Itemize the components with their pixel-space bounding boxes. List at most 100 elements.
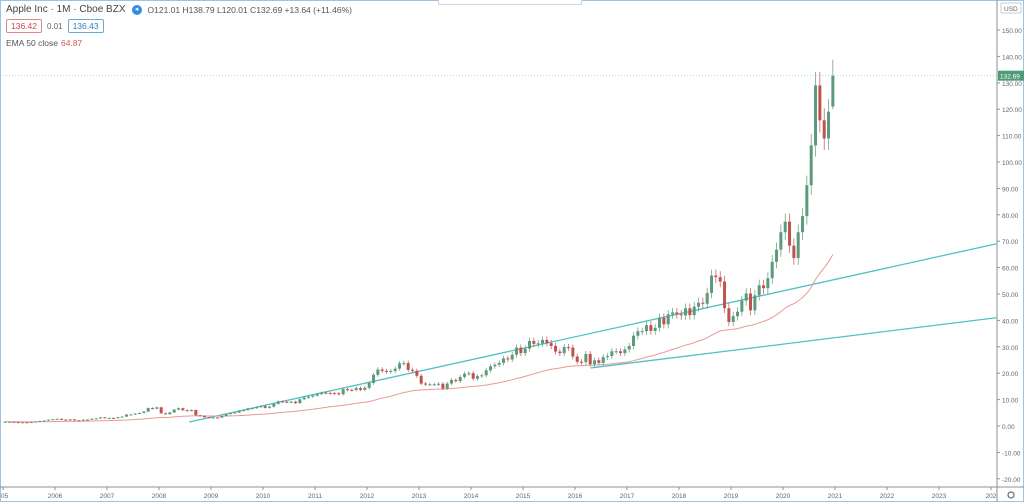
candle-body — [268, 406, 272, 408]
candle-body — [679, 314, 683, 316]
exchange-logo-icon: ◂ — [131, 4, 142, 15]
candle-body — [580, 361, 584, 363]
candle-body — [320, 392, 324, 395]
candle-body — [29, 421, 33, 423]
candle-body — [281, 401, 285, 403]
sell-button[interactable]: 136.42 — [6, 19, 42, 33]
candle-body — [34, 421, 38, 423]
x-tick-label: 2012 — [360, 493, 375, 500]
x-tick-label: 2017 — [620, 493, 635, 500]
candle-body — [246, 408, 250, 411]
candle-body — [714, 275, 718, 278]
candle-body — [172, 409, 176, 413]
candle-body — [723, 281, 727, 309]
candle-body — [636, 331, 640, 336]
x-tick-label: 2010 — [256, 493, 271, 500]
settings-gear-icon[interactable] — [1007, 491, 1015, 499]
candle-body — [159, 407, 163, 414]
candle-body — [337, 393, 341, 395]
candle-body — [411, 369, 415, 371]
candle-body — [528, 340, 532, 349]
candle-body — [441, 383, 445, 389]
candle-body — [372, 374, 376, 383]
candle-body — [783, 221, 787, 233]
candle-body — [697, 302, 701, 307]
candle-body — [684, 308, 688, 316]
candle-body — [363, 387, 367, 390]
x-tick-label: 2008 — [152, 493, 167, 500]
candle-body — [476, 376, 480, 379]
candle-body — [549, 343, 553, 347]
candle-body — [133, 413, 137, 415]
x-tick-label: 2019 — [724, 493, 739, 500]
candle-body — [21, 422, 25, 424]
candle-body — [666, 314, 670, 325]
candle-body — [302, 397, 306, 400]
candle-body — [73, 419, 77, 421]
candle-body — [51, 419, 55, 421]
ohlc-values: O121.01 H138.79 L120.01 C132.69 +13.64 (… — [147, 4, 352, 15]
candle-body — [155, 407, 159, 409]
symbol-title[interactable]: Apple Inc · 1M · Cboe BZX — [6, 4, 126, 15]
candle-body — [701, 302, 705, 304]
candle-body — [60, 418, 64, 420]
candle-body — [809, 145, 813, 186]
candle-body — [623, 349, 627, 354]
candle-body — [112, 417, 116, 419]
candle-body — [86, 419, 90, 421]
x-tick-label: 202 — [986, 493, 997, 500]
candle-body — [272, 403, 276, 407]
candle-body — [506, 358, 510, 360]
candle-body — [467, 373, 471, 375]
x-tick-label: 2022 — [880, 493, 895, 500]
candle-body — [47, 419, 51, 421]
candle-body — [822, 120, 826, 139]
candle-body — [601, 357, 605, 363]
candle-body — [450, 380, 454, 384]
candle-body — [718, 277, 722, 282]
trendline — [590, 317, 997, 369]
candle-body — [346, 389, 350, 391]
candle-body — [311, 395, 315, 397]
y-tick-label: 90.00 — [1002, 186, 1019, 193]
candle-body — [471, 373, 475, 379]
candle-body — [185, 410, 189, 412]
candle-body — [90, 418, 94, 420]
candle-body — [380, 369, 384, 371]
candle-body — [289, 401, 293, 403]
candle-body — [567, 347, 571, 349]
candle-body — [220, 416, 224, 418]
candle-body — [398, 363, 402, 369]
candle-body — [129, 414, 133, 416]
candle-body — [406, 363, 410, 370]
x-tick-label: 2018 — [672, 493, 687, 500]
candle-body — [749, 293, 753, 311]
candle-body — [671, 312, 675, 315]
candle-body — [510, 354, 514, 360]
candle-body — [653, 327, 657, 331]
candle-body — [142, 411, 146, 413]
candle-body — [744, 293, 748, 301]
top-toolbar-tab[interactable] — [438, 0, 582, 5]
candle-body — [753, 295, 757, 311]
candle-body — [584, 353, 588, 363]
y-tick-label: 60.00 — [1002, 266, 1019, 273]
candle-body — [94, 418, 98, 420]
y-tick-label: 140.00 — [1002, 54, 1022, 61]
candle-body — [788, 221, 792, 246]
trendline — [189, 243, 997, 423]
candle-body — [775, 249, 779, 262]
ema-legend[interactable]: EMA 50 close 64.87 — [6, 38, 352, 48]
currency-label: USD — [1004, 6, 1018, 13]
candle-body — [224, 414, 228, 417]
candle-body — [237, 410, 241, 413]
ema-label: EMA 50 close — [6, 38, 58, 48]
candle-body — [328, 393, 332, 395]
candle-body — [493, 364, 497, 367]
buy-button[interactable]: 136.43 — [67, 19, 104, 33]
candle-body — [125, 414, 129, 417]
candle-body — [632, 335, 636, 347]
candle-body — [68, 419, 72, 421]
x-tick-label: 2016 — [568, 493, 583, 500]
